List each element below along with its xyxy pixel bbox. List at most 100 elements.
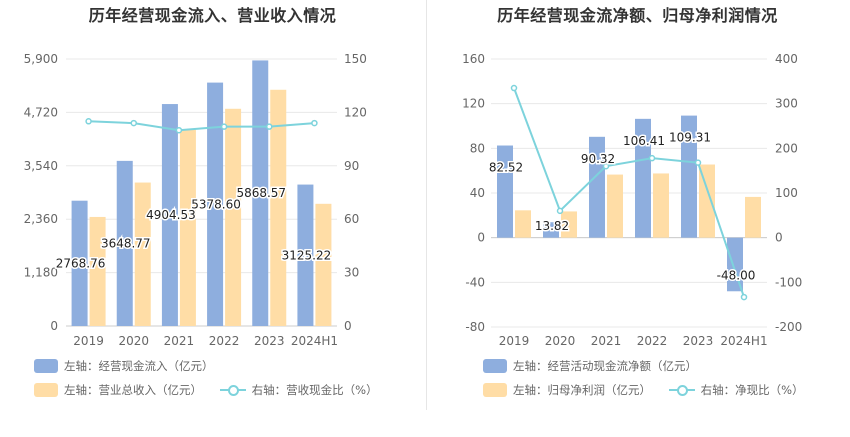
legend-label: 左轴：营业总收入（亿元） (64, 383, 202, 397)
ratio-point (740, 293, 748, 301)
bar-secondary (134, 182, 151, 326)
x-tick-label: 2023 (254, 334, 285, 348)
ratio-point (266, 123, 273, 130)
x-tick-label: 2019 (499, 334, 530, 348)
y-right-tick-label: 300 (775, 97, 798, 111)
bar-primary (497, 145, 513, 238)
x-tick-label: 2021 (591, 334, 622, 348)
ratio-point (85, 118, 92, 125)
net-cash-profit-chart: -80 -40 0 40 80 120 160 -200 -100 0 100 200 300 400 20… (462, 52, 802, 348)
ratio-point (130, 119, 137, 127)
legend-item[interactable]: 左轴：归母净利润（亿元） (483, 382, 651, 398)
legend-item[interactable]: 左轴：经营活动现金流净额（亿元） (483, 358, 697, 374)
bar-primary (635, 118, 651, 238)
legend-label: 左轴：经营现金流入（亿元） (64, 359, 214, 373)
legend-item[interactable]: 右轴：营收现金比（%） (219, 382, 378, 398)
data-label: 109.31 (669, 131, 711, 145)
bar-secondary (89, 216, 106, 326)
bar-secondary (745, 196, 761, 238)
y-left-tick-label: 80 (470, 141, 485, 155)
data-label: 2768.76 (56, 256, 106, 270)
legend-label: 左轴：经营活动现金流净额（亿元） (513, 359, 697, 373)
y-left-tick-label: 40 (470, 186, 485, 200)
bar-secondary (561, 211, 577, 238)
bar-primary (727, 237, 743, 292)
x-tick-label: 2024H1 (720, 334, 767, 348)
ratio-point (602, 162, 610, 170)
legend-row-1: 左轴：经营现金流入（亿元） (34, 358, 228, 376)
y-right-tick-label: 150 (344, 52, 367, 66)
data-label: -48.00 (717, 268, 756, 282)
x-tick-label: 2020 (545, 334, 576, 348)
x-tick-label: 2021 (164, 334, 195, 348)
ratio-point (694, 159, 702, 166)
y-right-tick-label: 120 (344, 105, 367, 119)
legend-label: 右轴：营收现金比（%） (251, 383, 378, 397)
y-right-tick-label: 60 (344, 212, 359, 226)
y-left-tick-label: 3,540 (24, 159, 58, 173)
legend-swatch-blue (34, 359, 58, 373)
y-right-tick-label: 0 (775, 231, 783, 245)
bar-secondary (653, 173, 669, 238)
ratio-point (220, 123, 228, 130)
data-label: 3125.22 (282, 248, 332, 262)
bar-secondary (179, 129, 196, 326)
y-left-tick-label: 4,720 (24, 105, 58, 119)
bar-secondary (607, 174, 623, 238)
bar-primary (681, 115, 697, 238)
y-right-tick-label: 400 (775, 52, 798, 66)
bar-primary (116, 160, 133, 326)
x-tick-label: 2023 (683, 334, 714, 348)
legend-swatch-blue (483, 359, 507, 373)
ratio-point (311, 119, 318, 127)
y-left-tick-label: 0 (50, 319, 58, 333)
y-left-tick-label: 120 (462, 97, 485, 111)
legend-item[interactable]: 右轴：净现比（%） (668, 382, 804, 398)
y-right-tick-label: 0 (344, 319, 352, 333)
legend-swatch-orange (34, 383, 58, 397)
cash-inflow-revenue-panel: 历年经营现金流入、营业收入情况 0 1,180 2,360 3,540 4,720 5,9… (24, 6, 392, 400)
legend-item[interactable]: 左轴：经营现金流入（亿元） (34, 358, 214, 374)
chart-title: 历年经营现金流净额、归母净利润情况 (497, 6, 778, 25)
y-left-tick-label: 1,180 (24, 266, 58, 280)
bar-secondary (315, 203, 332, 326)
y-right-tick-label: 200 (775, 141, 798, 155)
y-left-tick-label: 0 (477, 231, 485, 245)
y-left-tick-label: 5,900 (24, 52, 58, 66)
y-left-tick-label: 160 (462, 52, 485, 66)
bar-primary (543, 222, 559, 238)
legend-row-2: 左轴：归母净利润（亿元） 右轴：净现比（%） (483, 382, 818, 400)
cash-inflow-revenue-chart: 0 1,180 2,360 3,540 4,720 5,900 0 30 60 90 120 150 2… (24, 52, 367, 348)
y-left-tick-label: -80 (465, 320, 485, 334)
legend-line-icon (668, 383, 695, 397)
ratio-line (88, 120, 315, 132)
chart-title: 历年经营现金流入、营业收入情况 (88, 6, 337, 25)
legend-label: 左轴：归母净利润（亿元） (513, 383, 651, 397)
net-cash-profit-panel: 历年经营现金流净额、归母净利润情况 -80 -40 0 40 80 120 160 -200-… (425, 0, 850, 437)
bar-secondary (699, 164, 715, 238)
legend-item[interactable]: 左轴：营业总收入（亿元） (34, 382, 202, 398)
x-tick-label: 2020 (118, 334, 149, 348)
bar-secondary (225, 108, 242, 326)
y-right-tick-label: 90 (344, 159, 359, 173)
data-label: 90.32 (581, 152, 615, 166)
bar-primary (71, 200, 88, 326)
y-right-tick-label: 30 (344, 266, 359, 280)
data-label: 5378.60 (191, 197, 241, 211)
legend-label: 右轴：净现比（%） (700, 383, 804, 397)
ratio-point (510, 84, 518, 92)
x-tick-label: 2024H1 (291, 334, 338, 348)
legend-row-2: 左轴：营业总收入（亿元） 右轴：营收现金比（%） (34, 382, 392, 400)
y-right-tick-label: -100 (775, 275, 802, 289)
bar-secondary (270, 89, 287, 326)
data-label: 5868.57 (236, 186, 286, 200)
bar-primary (589, 136, 605, 238)
legend-row-1: 左轴：经营活动现金流净额（亿元） (483, 358, 711, 376)
data-label: 13.82 (535, 219, 569, 233)
x-tick-label: 2022 (209, 334, 240, 348)
data-label: 82.52 (489, 161, 523, 175)
x-tick-label: 2022 (637, 334, 668, 348)
y-right-tick-label: 100 (775, 186, 798, 200)
bar-primary (297, 184, 314, 326)
panel-divider (426, 0, 427, 410)
